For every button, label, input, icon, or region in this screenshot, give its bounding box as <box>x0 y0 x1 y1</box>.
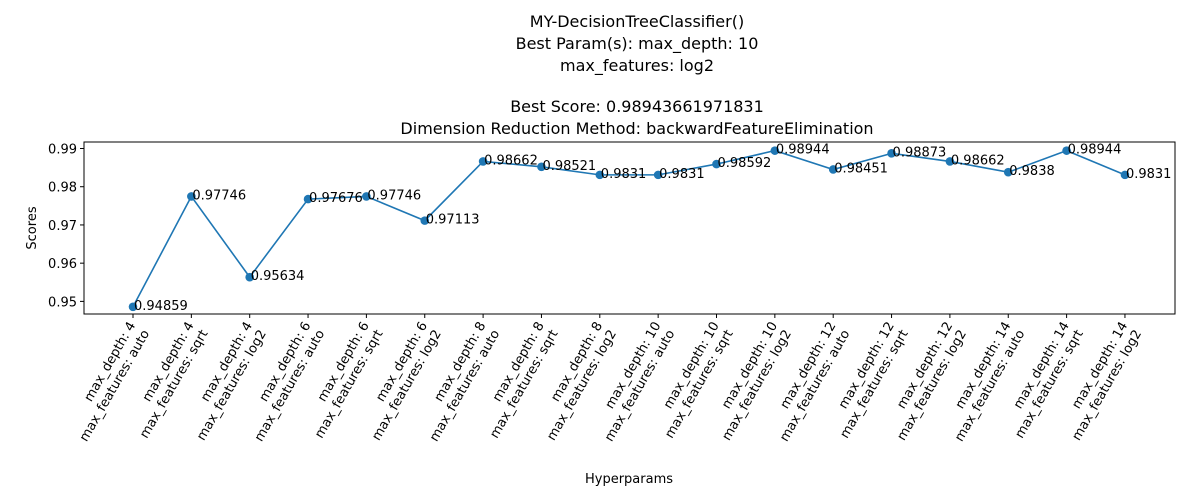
y-tick-label: 0.97 <box>48 219 77 234</box>
data-label: 0.9831 <box>659 167 705 182</box>
data-labels: 0.94859 0.97746 0.95634 0.97676 0.97746 0.971… <box>134 143 1171 314</box>
data-point <box>420 216 430 225</box>
data-label: 0.9831 <box>601 167 647 182</box>
data-point <box>245 272 254 282</box>
y-tick-label: 0.95 <box>48 295 77 310</box>
chart-title: MY-DecisionTreeClassifier() Best Param(s… <box>400 12 873 138</box>
x-axis: max_depth: 4max_features: automax_depth:… <box>63 314 1145 444</box>
data-label: 0.98944 <box>776 143 830 158</box>
data-point <box>828 165 838 174</box>
data-point <box>712 159 721 169</box>
title-line-5: Best Score: 0.98943661971831 <box>510 97 764 116</box>
data-point <box>1003 167 1013 177</box>
data-point <box>478 157 488 166</box>
y-tick-label: 0.98 <box>48 181 77 196</box>
x-axis-label: Hyperparams <box>585 472 673 487</box>
title-line-6: Dimension Reduction Method: backwardFeat… <box>400 119 873 138</box>
data-point <box>303 194 313 204</box>
y-axis: 0.95 0.96 0.97 0.98 0.99 <box>48 142 84 310</box>
data-label: 0.97746 <box>192 188 246 203</box>
title-line-3: max_features: log2 <box>560 56 714 76</box>
y-tick-label: 0.99 <box>48 142 77 157</box>
data-point <box>362 192 371 201</box>
data-label: 0.98662 <box>484 153 538 168</box>
data-point <box>770 146 780 155</box>
data-point <box>945 157 955 166</box>
data-label: 0.9831 <box>1126 167 1172 182</box>
data-label: 0.98944 <box>1068 143 1122 158</box>
plot-area-frame <box>83 141 1176 315</box>
data-point <box>1062 146 1071 155</box>
data-label: 0.9838 <box>1009 164 1055 179</box>
data-label: 0.98521 <box>542 159 596 174</box>
data-point <box>595 170 605 180</box>
data-label: 0.98662 <box>951 153 1005 168</box>
data-point <box>187 192 196 201</box>
data-label: 0.97113 <box>426 213 480 228</box>
title-line-1: MY-DecisionTreeClassifier() <box>530 12 744 31</box>
y-axis-label: Scores <box>25 206 40 249</box>
data-label: 0.97746 <box>367 188 421 203</box>
title-line-2: Best Param(s): max_depth: 10 <box>516 34 759 54</box>
data-label: 0.95634 <box>251 269 305 284</box>
data-label: 0.98873 <box>893 145 947 160</box>
data-point <box>1120 170 1130 180</box>
data-point <box>653 170 663 180</box>
x-tick-label: max_depth: 4max_features: auto <box>63 319 153 444</box>
series-line <box>132 149 1126 308</box>
data-point <box>887 149 896 158</box>
data-label: 0.97676 <box>309 191 363 206</box>
data-point <box>537 162 546 172</box>
data-point <box>128 302 138 312</box>
data-label: 0.98592 <box>718 156 772 171</box>
data-label: 0.98451 <box>834 161 888 176</box>
series-scores <box>128 146 1130 312</box>
data-label: 0.94859 <box>134 299 188 314</box>
y-tick-label: 0.96 <box>48 257 77 272</box>
